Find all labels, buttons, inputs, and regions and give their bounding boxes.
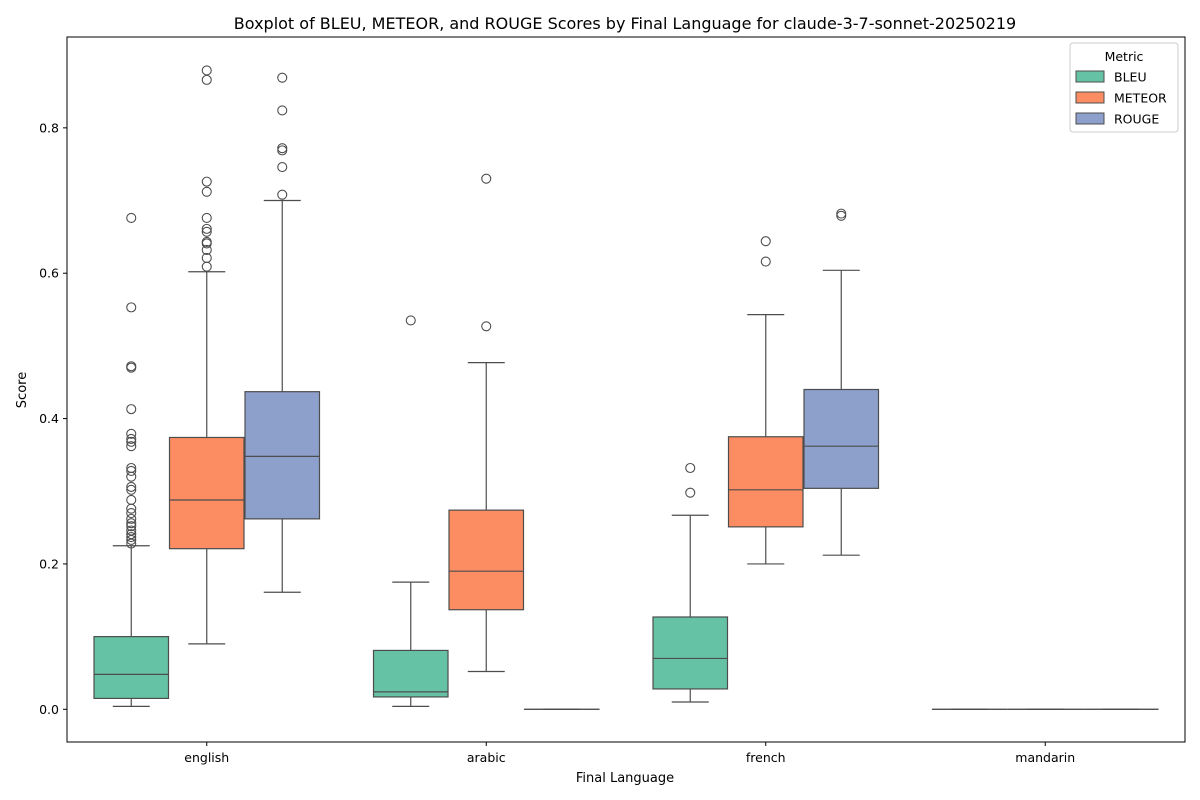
outlier-point	[201, 226, 212, 237]
outlier-point	[201, 261, 212, 272]
y-tick-label: 0.4	[39, 411, 59, 426]
box-bleu-arabic	[372, 315, 449, 707]
outlier-point	[126, 433, 137, 444]
box-body	[93, 636, 170, 699]
outlier-point	[126, 481, 137, 492]
outlier-point	[836, 208, 847, 219]
outlier-point	[685, 462, 696, 474]
outlier-point	[126, 503, 137, 514]
outlier-point	[201, 244, 212, 256]
outlier-point	[201, 74, 212, 85]
box-meteor-english	[168, 65, 245, 645]
outlier-point	[126, 441, 137, 452]
y-tick-label: 0.8	[39, 120, 59, 135]
outlier-point	[481, 321, 492, 332]
x-tick-label: french	[746, 750, 786, 765]
outlier-point	[126, 436, 137, 447]
outlier-point	[201, 238, 212, 249]
box-rouge-french	[803, 208, 880, 556]
box-group	[93, 65, 1159, 710]
outlier-point	[201, 186, 212, 197]
x-axis: english arabic french mandarin	[184, 742, 1075, 765]
outlier-point	[201, 223, 212, 234]
outlier-point	[126, 212, 137, 224]
outlier-point	[201, 65, 212, 76]
x-tick-label: arabic	[467, 750, 506, 765]
outlier-point	[277, 72, 288, 83]
outlier-point	[277, 143, 288, 154]
outlier-point	[126, 534, 137, 545]
outlier-point	[126, 362, 137, 373]
outlier-point	[126, 302, 137, 313]
outlier-point	[126, 428, 137, 439]
outlier-point	[126, 513, 137, 524]
box-body	[448, 509, 525, 611]
y-tick-label: 0.0	[39, 702, 59, 717]
outlier-point	[126, 484, 137, 495]
x-axis-label: Final Language	[576, 771, 674, 786]
y-tick-label: 0.6	[39, 266, 59, 281]
outlier-point	[126, 521, 137, 532]
box-body	[803, 388, 880, 489]
x-tick-label: english	[184, 750, 229, 765]
legend-swatch-rouge	[1075, 112, 1105, 125]
outlier-point	[126, 465, 137, 476]
outlier-point	[277, 145, 288, 156]
outlier-point	[126, 404, 137, 415]
outlier-point	[126, 508, 137, 519]
box-body	[727, 436, 804, 528]
outlier-point	[126, 471, 137, 482]
y-axis-label: Score	[15, 372, 30, 408]
outlier-point	[405, 315, 416, 326]
box-body	[372, 649, 449, 698]
outlier-point	[126, 494, 137, 506]
box-rouge-english	[244, 72, 321, 593]
box-meteor-arabic	[448, 173, 525, 673]
outlier-point	[277, 105, 288, 116]
outlier-point	[760, 236, 771, 247]
legend-frame	[1069, 42, 1179, 133]
outlier-point	[836, 210, 847, 221]
x-tick-label: mandarin	[1015, 750, 1075, 765]
box-bleu-english	[93, 212, 170, 707]
legend: Metric BLEU METEOR ROUGE	[1069, 42, 1179, 133]
outlier-point	[201, 212, 212, 224]
legend-label-meteor: METEOR	[1114, 91, 1167, 106]
y-tick-label: 0.2	[39, 556, 59, 571]
legend-swatch-bleu	[1075, 70, 1105, 83]
outlier-point	[277, 162, 288, 173]
outlier-point	[126, 518, 137, 529]
legend-title: Metric	[1105, 49, 1144, 64]
legend-label-bleu: BLEU	[1114, 70, 1147, 85]
box-bleu-french	[652, 462, 729, 703]
outlier-point	[126, 531, 137, 543]
outlier-point	[126, 538, 137, 549]
box-meteor-french	[727, 236, 804, 565]
legend-label-rouge: ROUGE	[1114, 112, 1159, 127]
outlier-point	[201, 176, 212, 187]
outlier-point	[685, 487, 696, 498]
chart-title: Boxplot of BLEU, METEOR, and ROUGE Score…	[234, 14, 1016, 33]
box-body	[244, 391, 321, 520]
box-body	[652, 616, 729, 690]
outlier-point	[277, 189, 288, 200]
outlier-point	[481, 173, 492, 184]
legend-swatch-meteor	[1075, 91, 1105, 104]
outlier-point	[760, 256, 771, 267]
y-axis: 0.0 0.2 0.4 0.6 0.8	[39, 120, 67, 717]
box-body	[168, 436, 245, 550]
plot-area	[66, 36, 1186, 743]
